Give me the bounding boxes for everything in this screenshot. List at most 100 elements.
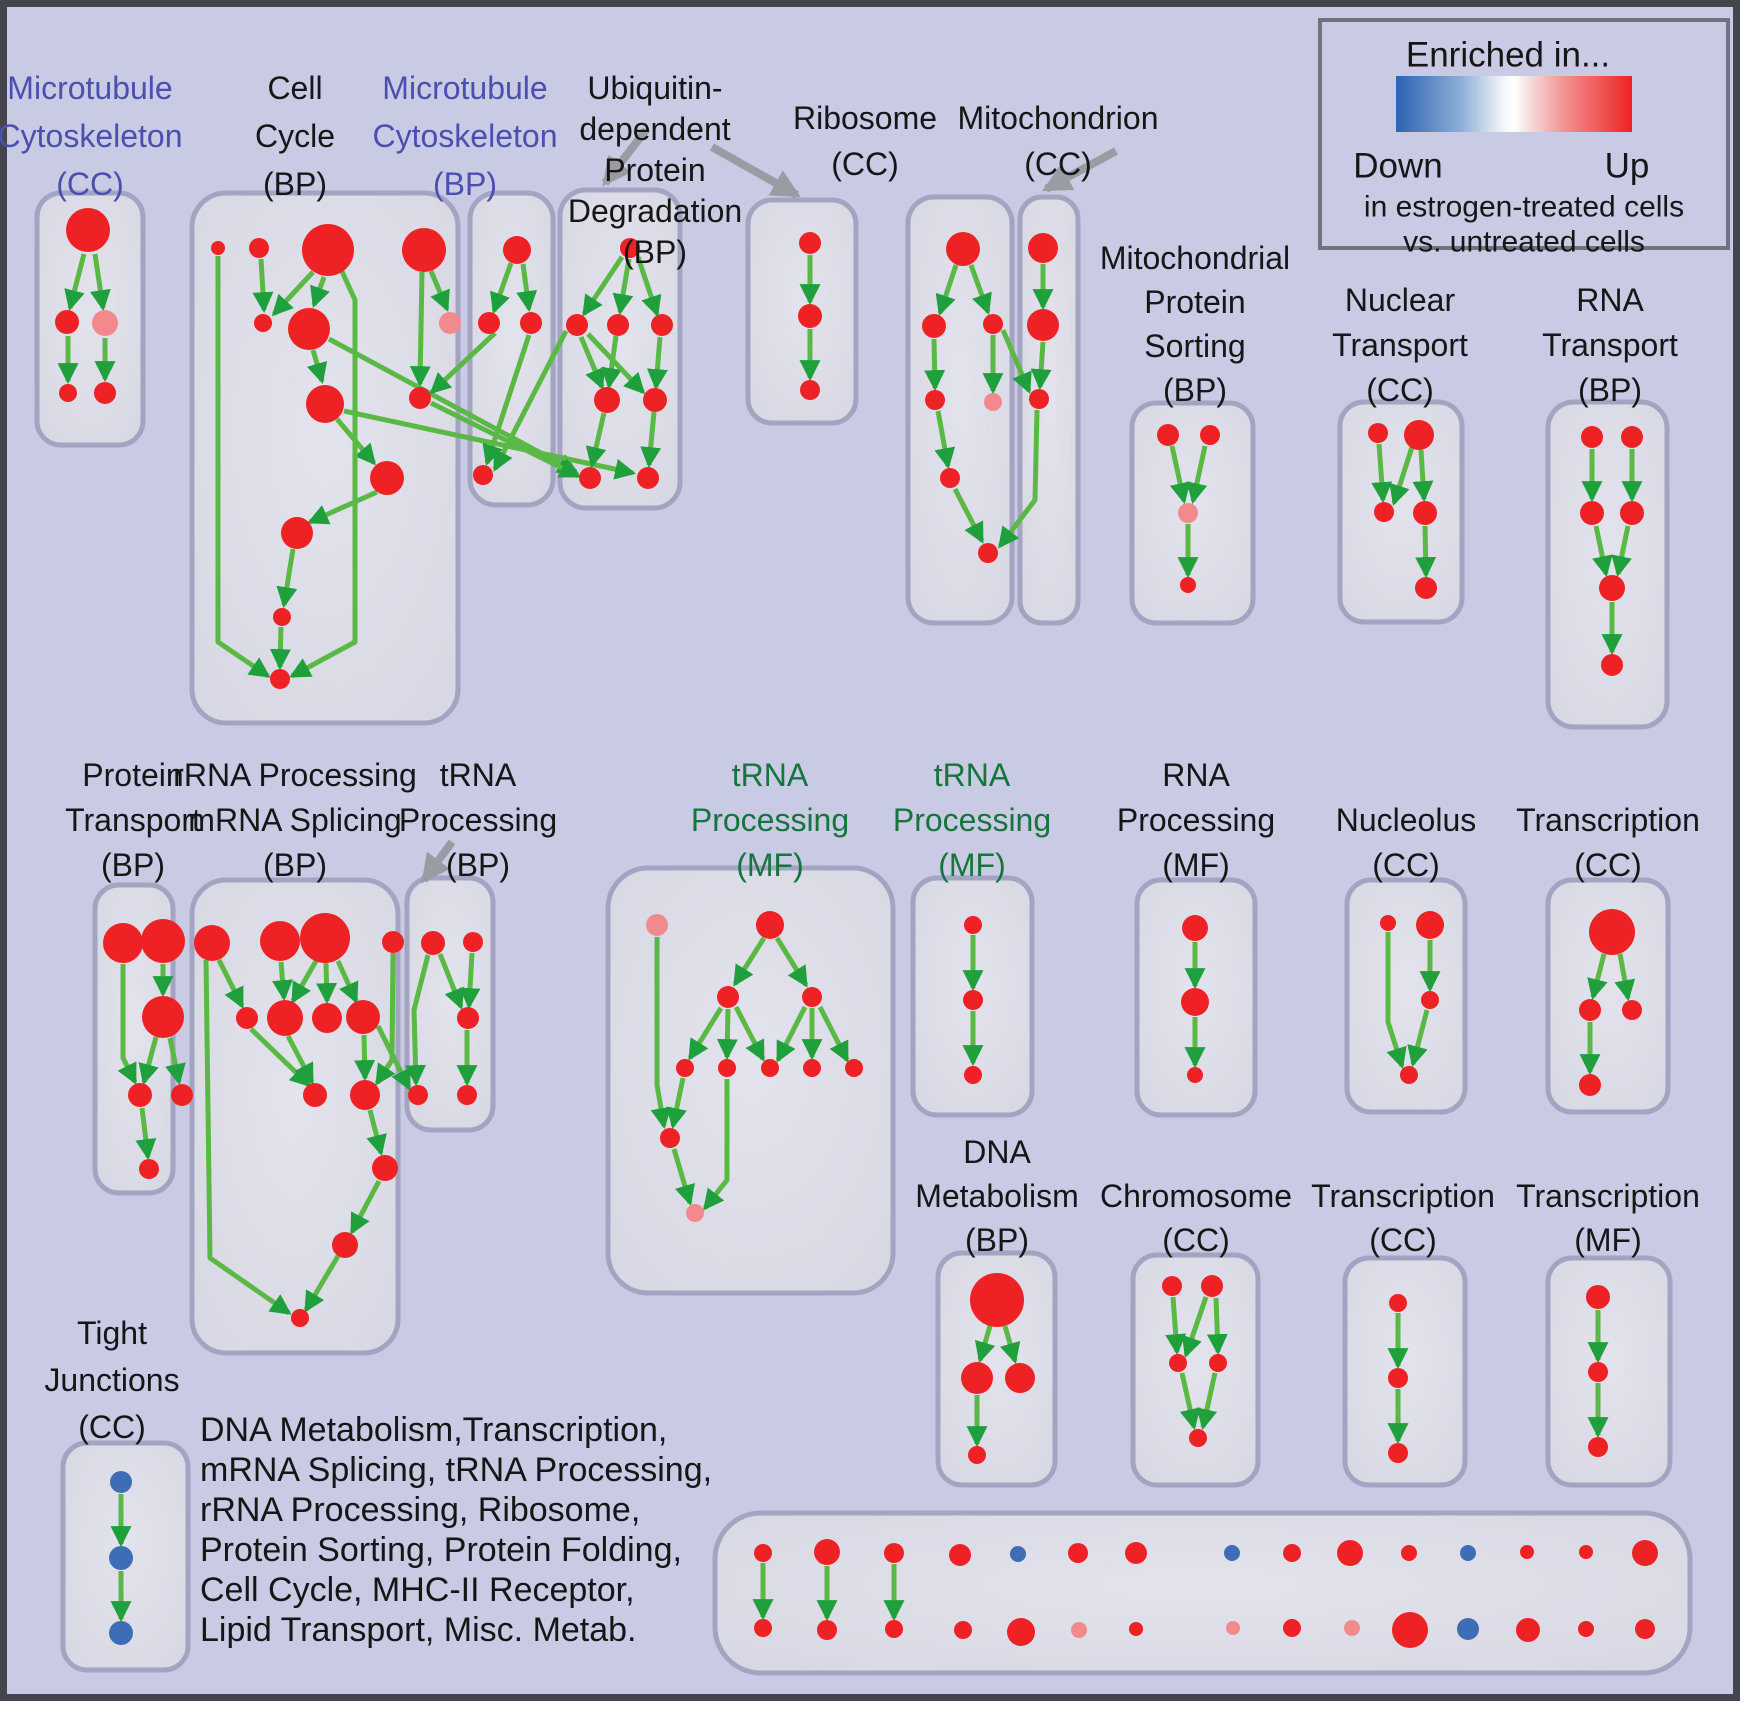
edge-arrow — [1000, 329, 1032, 394]
go-term-node-red — [946, 232, 980, 266]
go-term-node-blue — [109, 1546, 133, 1570]
edge-arrow — [952, 487, 985, 544]
cluster-label: Mitochondrial Protein Sorting (BP) — [1100, 240, 1290, 408]
go-term-node-red — [249, 238, 269, 258]
edge-arrow — [428, 270, 450, 312]
go-term-node-red — [983, 314, 1003, 334]
go-term-node-red — [1579, 999, 1601, 1021]
cluster-label: rRNA Processing mRNA Splicing (BP) — [173, 757, 417, 883]
go-term-node-red — [139, 1159, 159, 1179]
edge-arrow — [671, 1148, 695, 1207]
go-term-node-red — [1029, 389, 1049, 409]
cluster-label: RNA Transport (BP) — [1542, 282, 1678, 408]
go-term-node-red — [1374, 502, 1394, 522]
go-term-node-red — [1388, 1368, 1408, 1388]
edge-arrow — [285, 1034, 315, 1085]
edge-arrow — [703, 1079, 730, 1211]
edge-arrow — [490, 262, 514, 314]
go-term-node-red — [1157, 424, 1179, 446]
edge-arrow — [306, 349, 328, 385]
go-term-node-red — [754, 1544, 772, 1562]
go-term-node-red — [814, 1539, 840, 1565]
go-term-node-red — [1416, 911, 1444, 939]
cluster-label: DNA Metabolism (BP) — [915, 1134, 1079, 1258]
cluster-label: Transcription (CC) — [1516, 802, 1700, 883]
go-term-node-red — [1588, 1362, 1608, 1382]
go-term-node-red — [1415, 577, 1437, 599]
go-term-node-pink — [646, 914, 668, 936]
edge-arrow — [135, 1107, 157, 1161]
edge-arrow — [1186, 445, 1208, 505]
go-term-node-red — [1589, 909, 1635, 955]
go-term-node-red — [1201, 1275, 1223, 1297]
go-term-node-red — [236, 1007, 258, 1029]
edge-arrow — [409, 271, 431, 388]
legend-text: Down — [1353, 147, 1442, 186]
go-term-node-red — [94, 382, 116, 404]
go-term-node-red — [1620, 501, 1644, 525]
label-pointer-arrow — [420, 839, 456, 884]
go-term-node-red — [1187, 1067, 1203, 1083]
go-term-node-red — [651, 314, 673, 336]
go-term-node-red — [1578, 1621, 1594, 1637]
go-term-node-pink — [1344, 1620, 1360, 1636]
go-term-node-red — [1579, 1545, 1593, 1559]
go-term-node-red — [1283, 1544, 1301, 1562]
go-term-node-red — [1588, 1437, 1608, 1457]
go-term-node-blue — [109, 1621, 133, 1645]
edge-arrow — [429, 400, 581, 479]
edge-arrow — [335, 959, 359, 1004]
go-term-node-red — [925, 390, 945, 410]
cluster-label: Tight Junctions (CC) — [44, 1315, 179, 1445]
go-term-node-red — [141, 919, 185, 963]
go-term-node-red — [1586, 1285, 1610, 1309]
go-term-node-red — [402, 228, 446, 272]
cluster-label: tRNA Processing (MF) — [893, 757, 1051, 883]
edge-arrow — [1407, 1009, 1430, 1068]
go-term-node-red — [579, 467, 601, 489]
go-term-node-red — [273, 608, 291, 626]
go-term-node-red — [1400, 1066, 1418, 1084]
go-term-node-red — [267, 1000, 303, 1036]
go-term-node-red — [254, 314, 272, 332]
edge-arrow — [1385, 932, 1407, 1070]
go-term-node-red — [885, 1620, 903, 1638]
edge-arrow — [343, 408, 637, 480]
edge-arrow — [271, 270, 315, 317]
go-term-node-red — [1601, 654, 1623, 676]
go-term-node-red — [370, 461, 404, 495]
edge-arrow — [635, 256, 662, 317]
go-term-node-red — [922, 314, 946, 338]
go-term-node-red — [1180, 577, 1196, 593]
go-term-node-pink — [92, 310, 118, 336]
go-term-node-red — [718, 1059, 736, 1077]
edge-arrow — [974, 1325, 996, 1364]
cluster-box-misc-terms — [712, 1510, 1693, 1676]
go-term-node-red — [802, 987, 822, 1007]
go-term-node-red — [1005, 1363, 1035, 1393]
edge-arrow — [646, 336, 668, 391]
go-term-node-red — [382, 931, 404, 953]
go-term-node-red — [1389, 1294, 1407, 1312]
edge-arrow — [482, 334, 532, 466]
go-term-node-red — [1337, 1540, 1363, 1566]
misc-terms-note: DNA Metabolism,Transcription, mRNA Splici… — [200, 1411, 712, 1649]
go-term-node-pink — [686, 1204, 704, 1222]
edge-arrow — [1169, 445, 1191, 505]
go-term-node-blue — [110, 1471, 132, 1493]
edge-arrow — [733, 1005, 766, 1062]
go-term-node-blue — [1224, 1545, 1240, 1561]
edge-arrow — [252, 258, 274, 314]
go-term-node-red — [1200, 425, 1220, 445]
edge-arrow — [516, 263, 538, 313]
go-term-node-pink — [439, 312, 461, 334]
go-term-node-red — [372, 1155, 398, 1181]
go-term-node-red — [1392, 1612, 1428, 1648]
cluster-label: Mitochondrion (CC) — [958, 100, 1159, 182]
go-term-node-red — [798, 304, 822, 328]
edge-arrow — [272, 961, 293, 1002]
cluster-label: tRNA Processing (MF) — [691, 757, 849, 883]
go-term-node-red — [754, 1619, 772, 1637]
go-term-node-red — [302, 224, 354, 276]
go-term-node-red — [520, 312, 542, 334]
